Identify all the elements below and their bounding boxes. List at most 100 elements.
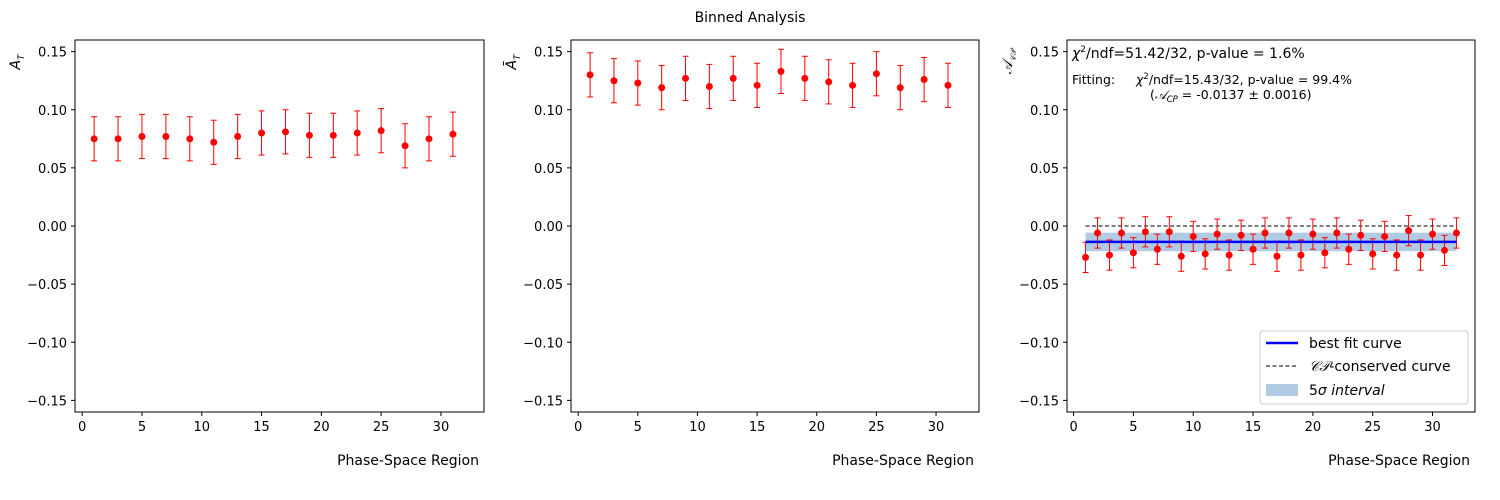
data-point	[920, 56, 928, 103]
marker	[920, 76, 928, 84]
x-tick-label: 25	[868, 420, 885, 435]
marker	[449, 130, 457, 138]
marker	[801, 74, 809, 82]
data-point	[281, 109, 289, 155]
panel-acp: 0 5 10 15 20 25 30 −0.15 −0.10 −0.05 0.00 0.05 0.10 0…	[1000, 39, 1476, 469]
marker	[1237, 231, 1245, 239]
marker	[425, 135, 433, 143]
data-point	[162, 113, 170, 160]
y-tick-label: 0.10	[1030, 104, 1059, 119]
marker	[825, 78, 833, 86]
x-tick-label: 10	[193, 420, 210, 435]
marker	[1393, 251, 1401, 259]
x-tick-label: 10	[689, 420, 706, 435]
y-tick-label: 0.05	[38, 162, 67, 177]
legend: best fit curve 𝒞𝒫-conserved curve 5σ int…	[1259, 330, 1469, 405]
x-tick-label: 5	[634, 420, 642, 435]
marker	[1452, 229, 1460, 237]
marker	[329, 131, 337, 139]
marker	[1082, 253, 1090, 261]
legend-best-fit-label: best fit curve	[1309, 336, 1402, 352]
data-point	[449, 111, 457, 157]
x-tick-label: 20	[808, 420, 825, 435]
x-tick-label: 10	[1185, 420, 1202, 435]
marker	[401, 142, 409, 150]
y-tick-label: 0.05	[534, 162, 563, 177]
fit-label: Fitting:	[1072, 72, 1115, 87]
data-point	[377, 108, 385, 154]
marker	[1369, 250, 1377, 258]
y-tick-label: −0.05	[1019, 278, 1059, 293]
marker	[138, 132, 146, 140]
data-point	[114, 116, 122, 162]
data-point	[610, 58, 618, 104]
marker	[1261, 229, 1269, 237]
x-tick-label: 30	[928, 420, 945, 435]
axes-frame	[570, 39, 980, 413]
marker	[1094, 229, 1102, 237]
marker	[1165, 228, 1173, 236]
data-point	[1381, 220, 1389, 253]
marker	[1249, 245, 1257, 253]
panel-abar-t: 0 5 10 15 20 25 30 −0.15 −0.10 −0.05 0.00 0.05 0.10 0…	[503, 39, 980, 469]
x-tick-label: 30	[1424, 420, 1441, 435]
marker	[610, 77, 618, 85]
marker	[682, 74, 690, 82]
x-tick-label: 5	[138, 420, 146, 435]
marker	[1177, 252, 1185, 260]
fit-chi2-annotation: χ2/ndf=15.43/32, p-value = 99.4%	[1135, 72, 1352, 87]
marker	[377, 127, 385, 135]
data-point	[1189, 220, 1197, 253]
marker	[1213, 230, 1221, 238]
data-point	[1297, 239, 1305, 271]
marker	[944, 81, 952, 89]
y-tick-label: 0.10	[38, 104, 67, 119]
x-tick-label: 15	[1245, 420, 1262, 435]
data-point	[1333, 217, 1341, 249]
marker	[1105, 251, 1113, 259]
data-point	[1225, 239, 1233, 271]
marker	[586, 71, 594, 79]
marker	[1381, 232, 1389, 240]
marker	[1153, 245, 1161, 253]
data-point	[586, 52, 594, 98]
data-point	[729, 55, 737, 101]
marker	[186, 135, 194, 143]
x-axis-label: Phase-Space Region	[337, 453, 479, 469]
data-point	[1393, 239, 1401, 271]
data-point	[1153, 233, 1161, 265]
data-point	[1105, 239, 1113, 271]
x-tick-label: 15	[749, 420, 766, 435]
legend-interval-swatch	[1266, 384, 1298, 396]
figure-title: Binned Analysis	[695, 10, 806, 26]
data-point	[825, 59, 833, 105]
marker	[305, 131, 313, 139]
data-point	[658, 65, 666, 111]
y-tick-label: −0.10	[1019, 336, 1059, 351]
data-point	[1429, 218, 1437, 250]
y-tick-label: 0.15	[1030, 46, 1059, 61]
marker	[634, 79, 642, 87]
y-tick-label: −0.15	[27, 394, 67, 409]
marker	[777, 67, 785, 75]
marker	[658, 84, 666, 92]
y-tick-label: 0.00	[1030, 220, 1059, 235]
data-point	[138, 113, 146, 160]
marker	[1225, 251, 1233, 259]
marker	[210, 138, 218, 146]
marker	[1345, 245, 1353, 253]
marker	[1309, 230, 1317, 238]
marker	[1189, 232, 1197, 240]
marker	[162, 132, 170, 140]
marker	[1297, 251, 1305, 259]
x-tick-label: 0	[1069, 420, 1077, 435]
marker	[258, 129, 266, 137]
data-point	[634, 60, 642, 106]
marker	[1417, 251, 1425, 259]
marker	[1321, 249, 1329, 257]
x-tick-label: 25	[1364, 420, 1381, 435]
x-tick-label: 0	[78, 420, 86, 435]
y-axis-label: ĀT	[503, 53, 523, 71]
y-tick-label: −0.10	[27, 336, 67, 351]
